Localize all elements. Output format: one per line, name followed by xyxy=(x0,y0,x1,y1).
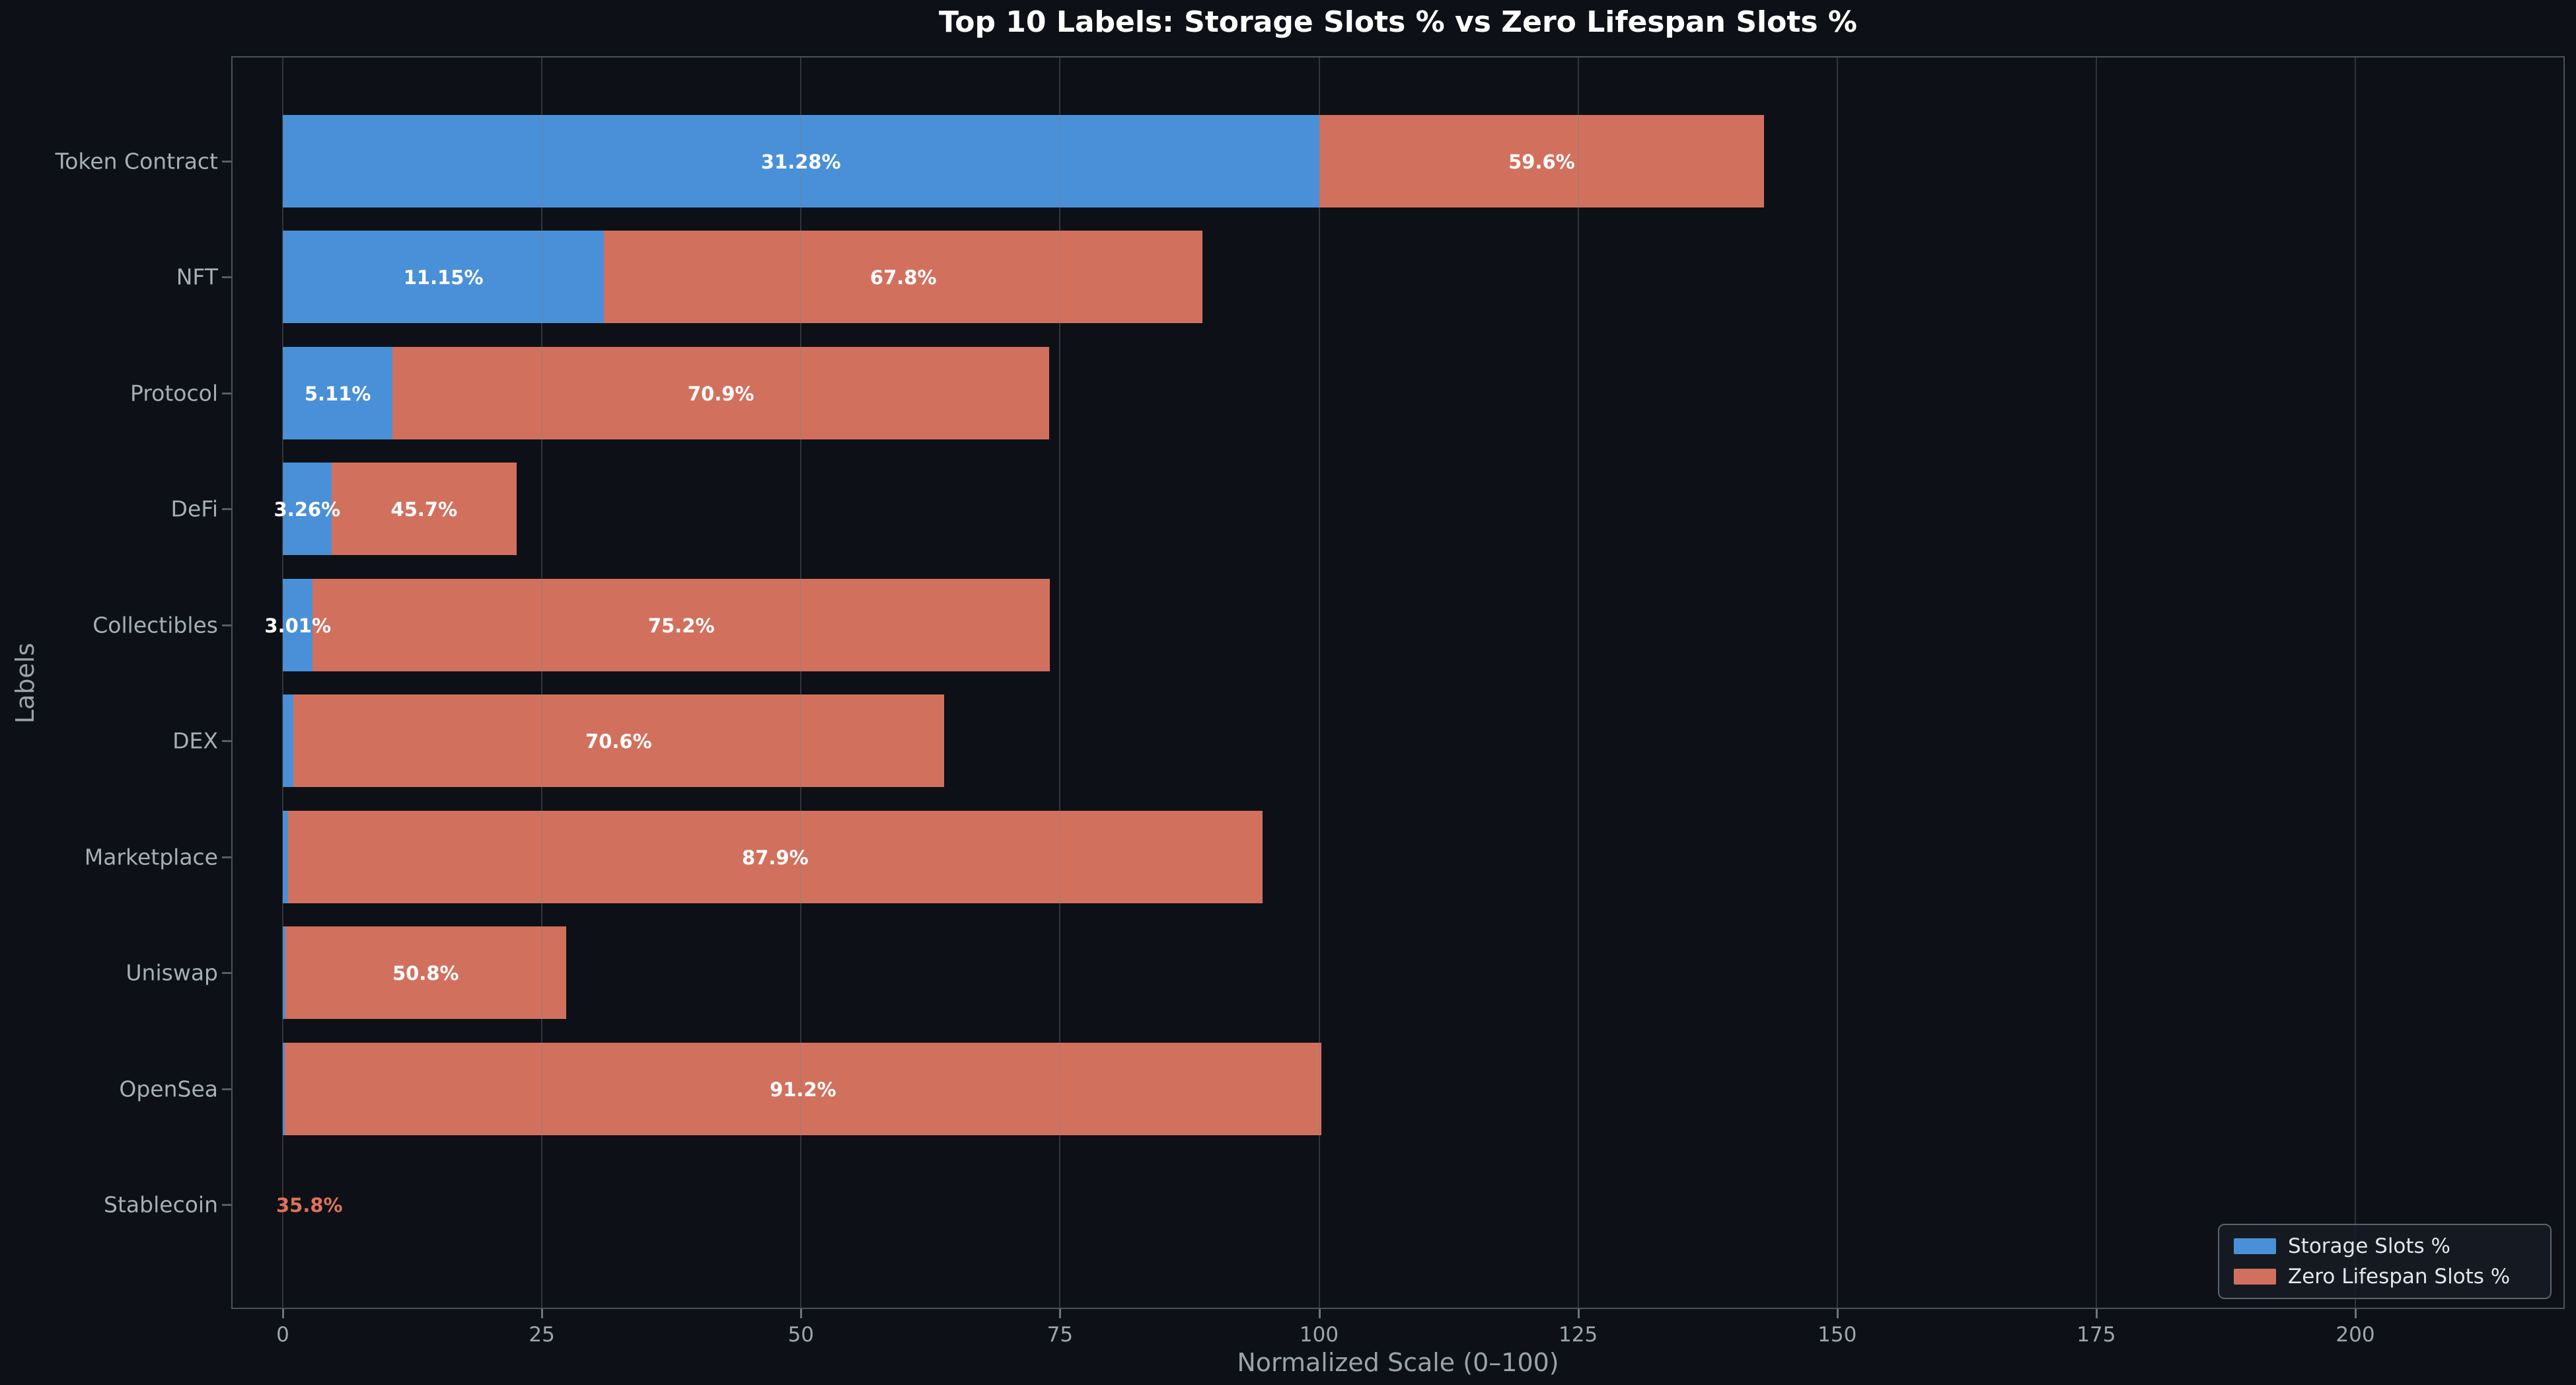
x-tick-mark xyxy=(282,1309,284,1318)
grid-line xyxy=(2095,57,2097,1308)
x-tick-label: 25 xyxy=(529,1323,555,1347)
bar-value-label-zero-lifespan: 91.2% xyxy=(770,1078,836,1101)
bar-segment-storage xyxy=(283,926,285,1020)
x-tick-mark xyxy=(2355,1309,2357,1318)
legend: Storage Slots % Zero Lifespan Slots % xyxy=(2218,1224,2552,1299)
y-tick-mark xyxy=(222,972,231,975)
legend-item: Storage Slots % xyxy=(2234,1234,2536,1258)
bar-segment-storage xyxy=(283,578,313,671)
grid-line xyxy=(282,57,283,1308)
bar-value-label-zero-lifespan: 59.6% xyxy=(1508,151,1575,173)
x-tick-mark xyxy=(2095,1309,2098,1318)
legend-label: Zero Lifespan Slots % xyxy=(2288,1265,2511,1289)
bar-value-label-storage: 11.15% xyxy=(403,266,484,289)
grid-line xyxy=(2355,57,2356,1308)
y-tick-mark xyxy=(222,1088,231,1090)
bar-segment-storage xyxy=(283,115,1319,207)
y-category-label: Collectibles xyxy=(92,612,218,638)
x-tick-label: 200 xyxy=(2336,1323,2375,1347)
legend-swatch-zero-lifespan xyxy=(2234,1269,2276,1285)
y-tick-mark xyxy=(222,856,231,858)
x-tick-label: 50 xyxy=(788,1323,814,1347)
bar-value-label-zero-lifespan: 70.6% xyxy=(585,730,652,753)
y-tick-mark xyxy=(222,1203,231,1206)
bar-segment-zero-lifespan xyxy=(604,231,1203,324)
bar-segment-storage xyxy=(283,346,393,439)
legend-swatch-storage xyxy=(2234,1238,2276,1254)
y-category-label: OpenSea xyxy=(119,1076,218,1102)
plot-area xyxy=(231,56,2565,1309)
y-category-label: DeFi xyxy=(170,496,218,522)
bar-value-label-zero-lifespan: 87.9% xyxy=(742,846,809,869)
x-tick-mark xyxy=(1577,1309,1580,1318)
x-tick-label: 100 xyxy=(1299,1323,1339,1347)
grid-line xyxy=(1318,57,1320,1308)
x-tick-label: 125 xyxy=(1559,1323,1598,1347)
legend-label: Storage Slots % xyxy=(2288,1234,2451,1258)
x-tick-label: 150 xyxy=(1818,1323,1857,1347)
y-tick-mark xyxy=(222,624,231,626)
legend-item: Zero Lifespan Slots % xyxy=(2234,1265,2536,1289)
bar-value-label-storage: 5.11% xyxy=(304,382,371,405)
bar-segment-storage xyxy=(283,810,288,903)
chart-title: Top 10 Labels: Storage Slots % vs Zero L… xyxy=(939,5,1857,39)
grid-line xyxy=(800,57,802,1308)
bar-segment-zero-lifespan xyxy=(285,926,566,1020)
grid-line xyxy=(1836,57,1838,1308)
bar-value-label-storage: 31.28% xyxy=(760,151,841,173)
y-category-label: Stablecoin xyxy=(104,1191,218,1218)
bar-value-label-zero-lifespan-outside: 35.8% xyxy=(276,1193,343,1217)
bar-segment-storage xyxy=(283,1042,285,1135)
x-tick-mark xyxy=(1836,1309,1839,1318)
bar-segment-zero-lifespan xyxy=(293,694,944,788)
y-tick-mark xyxy=(222,740,231,743)
bar-value-label-zero-lifespan: 50.8% xyxy=(392,962,459,985)
bar-value-label-storage: 3.26% xyxy=(274,498,341,521)
y-tick-mark xyxy=(222,508,231,511)
y-category-label: Token Contract xyxy=(55,148,218,174)
y-axis-label: Labels xyxy=(11,642,40,724)
y-category-label: Protocol xyxy=(130,380,218,406)
y-tick-mark xyxy=(222,161,231,163)
y-category-label: NFT xyxy=(176,264,218,290)
bar-segment-storage xyxy=(283,463,332,556)
x-tick-mark xyxy=(800,1309,803,1318)
y-category-label: Uniswap xyxy=(126,959,218,986)
x-tick-mark xyxy=(1059,1309,1062,1318)
y-category-label: Marketplace xyxy=(84,844,218,870)
bar-value-label-zero-lifespan: 75.2% xyxy=(647,614,715,637)
bar-segment-storage xyxy=(283,231,605,324)
x-tick-mark xyxy=(541,1309,544,1318)
bar-segment-zero-lifespan xyxy=(287,810,1263,903)
bar-segment-zero-lifespan xyxy=(313,578,1050,671)
y-tick-mark xyxy=(222,276,231,279)
bar-value-label-zero-lifespan: 70.9% xyxy=(687,382,754,405)
grid-line xyxy=(541,57,543,1308)
y-category-label: DEX xyxy=(172,728,218,754)
bar-segment-zero-lifespan xyxy=(331,463,517,556)
bar-value-label-zero-lifespan: 67.8% xyxy=(869,266,937,289)
x-tick-mark xyxy=(1318,1309,1321,1318)
y-tick-mark xyxy=(222,392,231,394)
bar-segment-zero-lifespan xyxy=(1319,115,1765,207)
x-tick-label: 75 xyxy=(1047,1323,1074,1347)
bar-value-label-zero-lifespan: 45.7% xyxy=(390,498,458,521)
x-axis-label: Normalized Scale (0–100) xyxy=(1237,1348,1559,1377)
bar-segment-storage xyxy=(283,694,293,788)
bar-segment-zero-lifespan xyxy=(392,346,1050,439)
grid-line xyxy=(1577,57,1579,1308)
x-tick-label: 0 xyxy=(276,1323,289,1347)
bar-segment-zero-lifespan xyxy=(285,1042,1321,1135)
grid-line xyxy=(1059,57,1061,1308)
bar-value-label-storage: 3.01% xyxy=(264,614,332,637)
x-tick-label: 175 xyxy=(2077,1323,2116,1347)
